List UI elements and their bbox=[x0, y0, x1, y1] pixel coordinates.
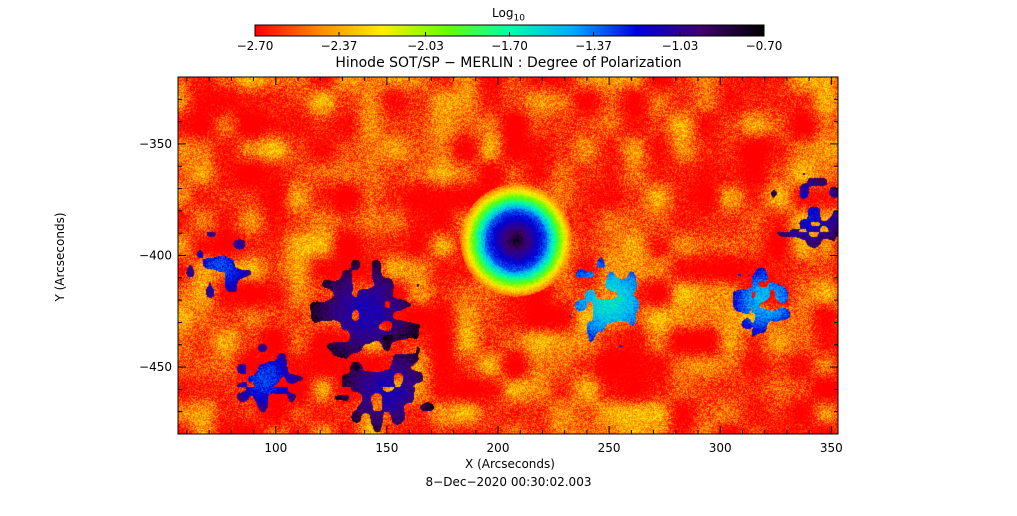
y-tick-label: −400 bbox=[139, 249, 172, 263]
x-tick-label: 300 bbox=[709, 441, 732, 455]
y-tick-label: −450 bbox=[139, 360, 172, 374]
chart-title: Hinode SOT/SP − MERLIN : Degree of Polar… bbox=[335, 55, 682, 71]
y-axis-label: Y (Arcseconds) bbox=[53, 212, 67, 302]
colorbar-title-base: Log bbox=[492, 6, 514, 20]
colorbar-tick-label: −2.70 bbox=[237, 39, 274, 53]
timestamp-label: 8−Dec−2020 00:30:02.003 bbox=[425, 475, 592, 489]
plot-axes: 100 150 200 250 300 350 −350 −400 −450 bbox=[139, 76, 843, 455]
x-axis-label: X (Arcseconds) bbox=[465, 457, 555, 471]
colorbar-tick-label: −2.37 bbox=[321, 39, 358, 53]
heatmap-container bbox=[178, 77, 838, 434]
x-tick-label: 200 bbox=[487, 441, 510, 455]
heatmap-image bbox=[178, 77, 838, 434]
x-tick-label: 350 bbox=[820, 441, 843, 455]
y-tick-label: −350 bbox=[139, 137, 172, 151]
colorbar-title: Log10 bbox=[0, 7, 1017, 23]
colorbar: −2.70 −2.37 −2.03 −1.70 −1.37 −1.03 −0.70 bbox=[237, 24, 783, 53]
colorbar-tick-label: −0.70 bbox=[746, 39, 783, 53]
colorbar-tick-label: −1.37 bbox=[575, 39, 612, 53]
colorbar-title-subscript: 10 bbox=[513, 13, 525, 24]
x-tick-label: 100 bbox=[264, 441, 287, 455]
colorbar-tick-label: −1.03 bbox=[662, 39, 699, 53]
x-tick-label: 150 bbox=[375, 441, 398, 455]
x-tick-label: 250 bbox=[598, 441, 621, 455]
colorbar-tick-label: −2.03 bbox=[407, 39, 444, 53]
colorbar-tick-label: −1.70 bbox=[491, 39, 528, 53]
